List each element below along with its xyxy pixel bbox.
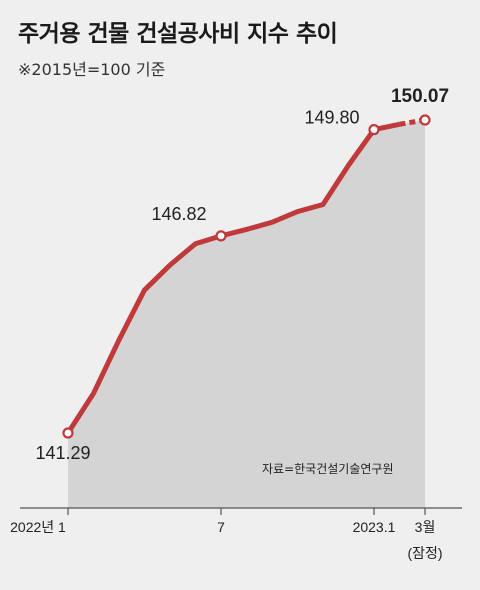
series-line — [65, 121, 401, 435]
x-tick-sublabel: (잠정) — [407, 545, 442, 561]
area-fill — [68, 120, 425, 508]
chart-title: 주거용 건물 건설공사비 지수 추이 — [18, 21, 338, 47]
data-label: 146.82 — [151, 204, 206, 224]
data-point — [368, 124, 380, 136]
data-point — [419, 114, 431, 126]
data-label: 149.80 — [304, 108, 359, 128]
x-tick-label: 3월 — [415, 519, 436, 535]
source-note: 자료=한국건설기술연구원 — [262, 462, 394, 476]
data-label: 150.07 — [391, 86, 449, 107]
x-tick-label: 7 — [217, 519, 225, 535]
data-point — [62, 427, 74, 439]
chart-subtitle: ※2015년=100 기준 — [18, 60, 166, 79]
x-tick-label: 2023.1 — [353, 519, 396, 535]
data-label: 141.29 — [35, 443, 90, 463]
data-point — [215, 230, 227, 242]
x-tick-label: 2022년 1 — [10, 519, 66, 535]
